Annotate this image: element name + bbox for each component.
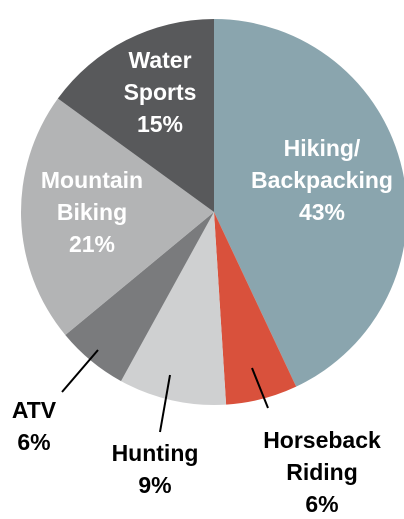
pie-slice	[57, 19, 215, 212]
label-line: Water	[128, 47, 191, 73]
value-label: 6%	[17, 429, 50, 455]
pie-slice	[20, 98, 214, 336]
leader-line	[159, 374, 171, 433]
value-label: 6%	[305, 491, 338, 517]
label-line: Riding	[286, 459, 358, 485]
label-line: Hunting	[112, 440, 199, 466]
label-line: Biking	[57, 199, 127, 225]
slice-label: Mountain Biking	[41, 167, 143, 225]
leader-lines	[61, 349, 269, 433]
value-label: 21%	[69, 231, 115, 257]
slice-label: ATV	[12, 397, 57, 423]
label-line: Hiking/	[284, 135, 361, 161]
label-line: Mountain	[41, 167, 143, 193]
leader-line	[251, 367, 269, 409]
leader-line	[61, 349, 99, 393]
label-line: Sports	[124, 79, 197, 105]
value-label: 15%	[137, 111, 183, 137]
pie-slice	[214, 212, 297, 405]
pie-slice	[65, 212, 214, 382]
value-label: 43%	[299, 199, 345, 225]
label-line: Horseback	[263, 427, 381, 453]
pie-slice	[121, 212, 227, 406]
label-line: ATV	[12, 397, 57, 423]
value-label: 9%	[138, 472, 171, 498]
label-line: Backpacking	[251, 167, 393, 193]
slice-label: Water Sports	[124, 47, 197, 105]
slice-label: Hunting	[112, 440, 199, 466]
pie-slice	[214, 19, 404, 387]
slice-label: Hiking/Backpacking	[251, 135, 393, 193]
slice-label: Horseback Riding	[263, 427, 381, 485]
